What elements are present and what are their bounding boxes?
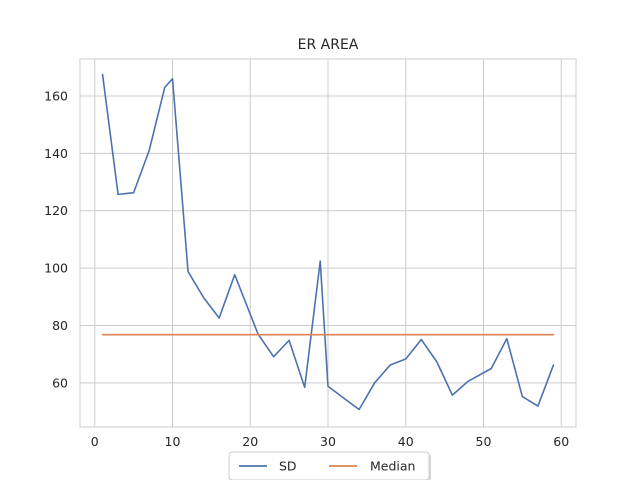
y-tick-label: 120 — [44, 203, 68, 218]
x-tick-label: 60 — [553, 434, 569, 449]
axes-frame — [79, 58, 577, 428]
legend-label: Median — [370, 459, 415, 474]
chart-title: ER AREA — [298, 37, 359, 53]
x-tick-labels: 0 10 20 30 40 50 60 — [91, 434, 569, 449]
data-lines — [101, 73, 555, 411]
x-tick-label: 20 — [242, 434, 258, 449]
y-tick-label: 80 — [52, 318, 68, 333]
series-line-sd — [101, 73, 555, 411]
y-tick-label: 100 — [44, 261, 68, 276]
x-tick-label: 40 — [398, 434, 414, 449]
x-tick-label: 50 — [476, 434, 492, 449]
y-tick-labels: 60 80 100 120 140 160 — [44, 89, 68, 391]
y-tick-label: 160 — [44, 89, 68, 104]
legend: SD Median — [228, 451, 431, 480]
x-tick-label: 10 — [165, 434, 181, 449]
grid — [80, 59, 576, 427]
x-tick-label: 0 — [91, 434, 99, 449]
legend-label: SD — [279, 459, 297, 474]
x-tick-label: 30 — [320, 434, 336, 449]
y-tick-label: 60 — [52, 375, 68, 390]
y-tick-label: 140 — [44, 146, 68, 161]
